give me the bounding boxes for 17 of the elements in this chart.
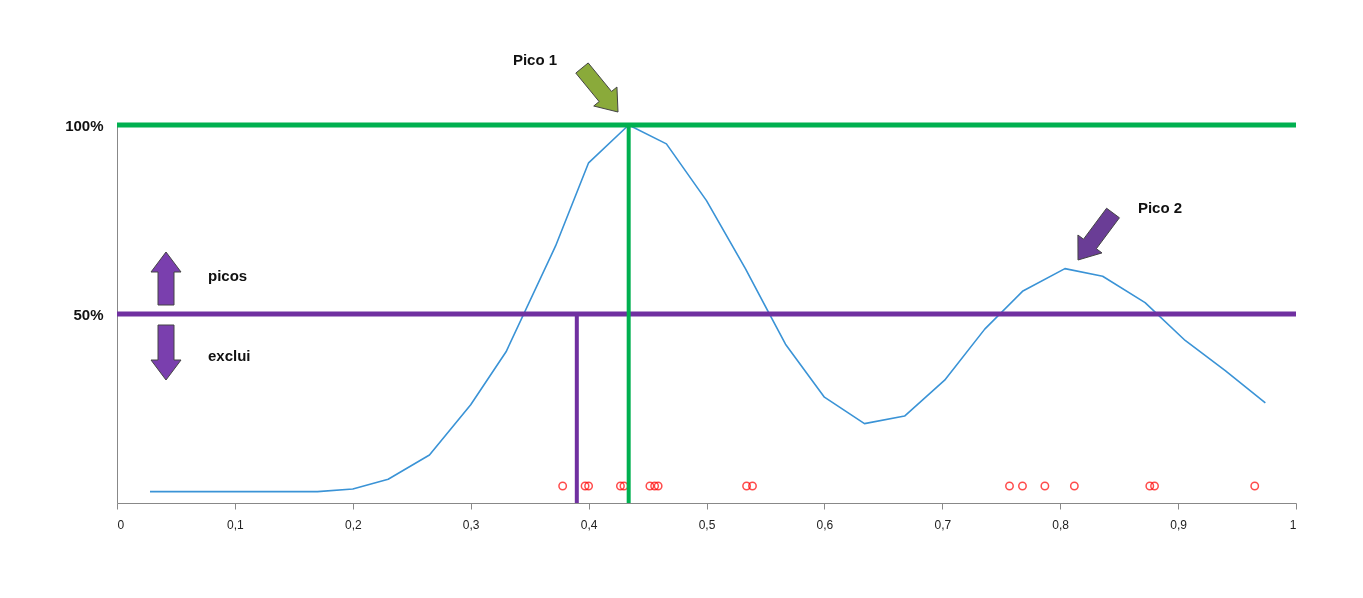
x-tick-label: 0,6 bbox=[816, 517, 834, 532]
x-tick-label: 0,4 bbox=[580, 517, 598, 532]
annotation: exclui bbox=[208, 347, 251, 364]
x-tick-label: 0,2 bbox=[344, 517, 362, 532]
x-tick-label: 0,1 bbox=[227, 517, 245, 532]
x-tick-label: 0,3 bbox=[462, 517, 480, 532]
annotation: picos bbox=[208, 267, 248, 284]
x-tick-label: 0,9 bbox=[1170, 517, 1188, 532]
y-tick-label: 50% bbox=[73, 305, 104, 323]
x-tick-label: 0,5 bbox=[698, 517, 716, 532]
y-tick-label: 100% bbox=[65, 116, 104, 134]
x-tick-label: 0,7 bbox=[934, 517, 952, 532]
text: Pico 1 bbox=[512, 51, 558, 68]
x-tick-label: 1 bbox=[1289, 517, 1297, 532]
annotation: Pico 2 bbox=[1137, 199, 1183, 216]
x-tick-label: 0,8 bbox=[1052, 517, 1070, 532]
x-tick-label: 0 bbox=[117, 517, 125, 532]
